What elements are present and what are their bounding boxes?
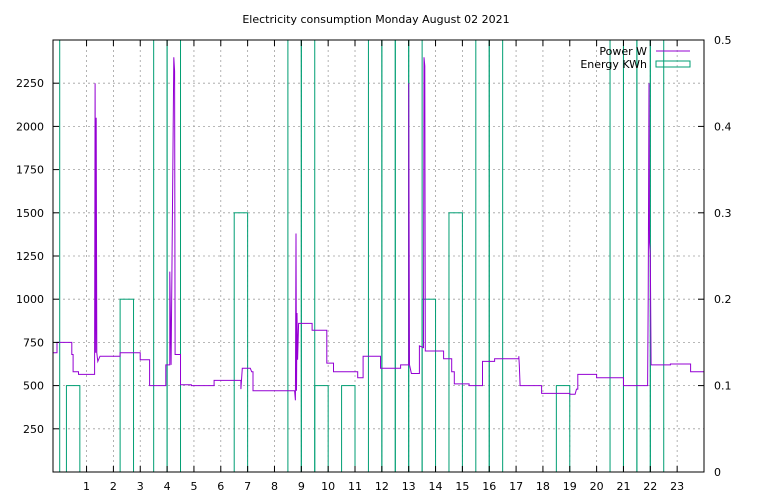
- y-tick-label: 1250: [16, 250, 44, 263]
- power-line: [53, 57, 704, 401]
- x-tick-label: 18: [536, 480, 550, 493]
- y-tick-label: 1500: [16, 207, 44, 220]
- x-tick-label: 17: [509, 480, 523, 493]
- energy-bar: [488, 39, 504, 473]
- legend-energy-label: Energy KWh: [580, 58, 647, 71]
- legend-power-label: Power W: [599, 45, 647, 58]
- y2-tick-label: 0.2: [714, 293, 732, 306]
- x-tick-label: 6: [217, 480, 224, 493]
- y2-tick-label: 0.5: [714, 34, 732, 47]
- x-tick-label: 14: [429, 480, 443, 493]
- x-tick-label: 19: [563, 480, 577, 493]
- y2-tick-label: 0.3: [714, 207, 732, 220]
- x-tick-label: 10: [321, 480, 335, 493]
- y2-tick-label: 0.1: [714, 380, 732, 393]
- grid: [53, 40, 704, 472]
- energy-bar: [233, 212, 249, 473]
- y-tick-label: 250: [23, 423, 44, 436]
- legend-energy-swatch: [655, 60, 691, 68]
- x-tick-label: 12: [375, 480, 389, 493]
- y-tick-label: 500: [23, 380, 44, 393]
- x-tick-label: 3: [137, 480, 144, 493]
- power-series: [53, 57, 704, 401]
- x-tick-label: 4: [164, 480, 171, 493]
- x-tick-label: 7: [244, 480, 251, 493]
- y2-tick-label: 0.4: [714, 120, 732, 133]
- y2-tick-label: 0: [714, 466, 721, 479]
- energy-bar: [394, 39, 410, 473]
- energy-bar: [448, 212, 463, 473]
- energy-bar: [408, 39, 423, 473]
- x-tick-label: 20: [590, 480, 604, 493]
- y-tick-label: 750: [23, 336, 44, 349]
- energy-bar: [153, 39, 168, 473]
- x-tick-label: 23: [670, 480, 684, 493]
- y-tick-label: 1000: [16, 293, 44, 306]
- energy-bar: [475, 39, 490, 473]
- x-tick-label: 16: [482, 480, 496, 493]
- x-tick-label: 22: [643, 480, 657, 493]
- x-tick-label: 1: [83, 480, 90, 493]
- x-tick-label: 15: [455, 480, 469, 493]
- y-tick-label: 1750: [16, 164, 44, 177]
- chart-title: Electricity consumption Monday August 02…: [242, 13, 509, 26]
- x-tick-label: 21: [616, 480, 630, 493]
- legend: Power W Energy KWh: [580, 45, 691, 71]
- y-tick-label: 2250: [16, 77, 44, 90]
- x-tick-label: 13: [402, 480, 416, 493]
- energy-bar: [609, 39, 624, 473]
- y-tick-label: 2000: [16, 120, 44, 133]
- x-tick-label: 8: [271, 480, 278, 493]
- energy-bar: [119, 298, 135, 473]
- x-tick-label: 5: [190, 480, 197, 493]
- x-tick-label: 11: [348, 480, 362, 493]
- energy-bar: [314, 385, 329, 473]
- energy-bar: [649, 39, 665, 473]
- x-tick-label: 2: [110, 480, 117, 493]
- axes: 1 2 3 4 5 6 7 8 9 10 11 12 13 14 15 16 17 18 19 20 21 22 23250…: [16, 34, 732, 493]
- x-tick-label: 9: [298, 480, 305, 493]
